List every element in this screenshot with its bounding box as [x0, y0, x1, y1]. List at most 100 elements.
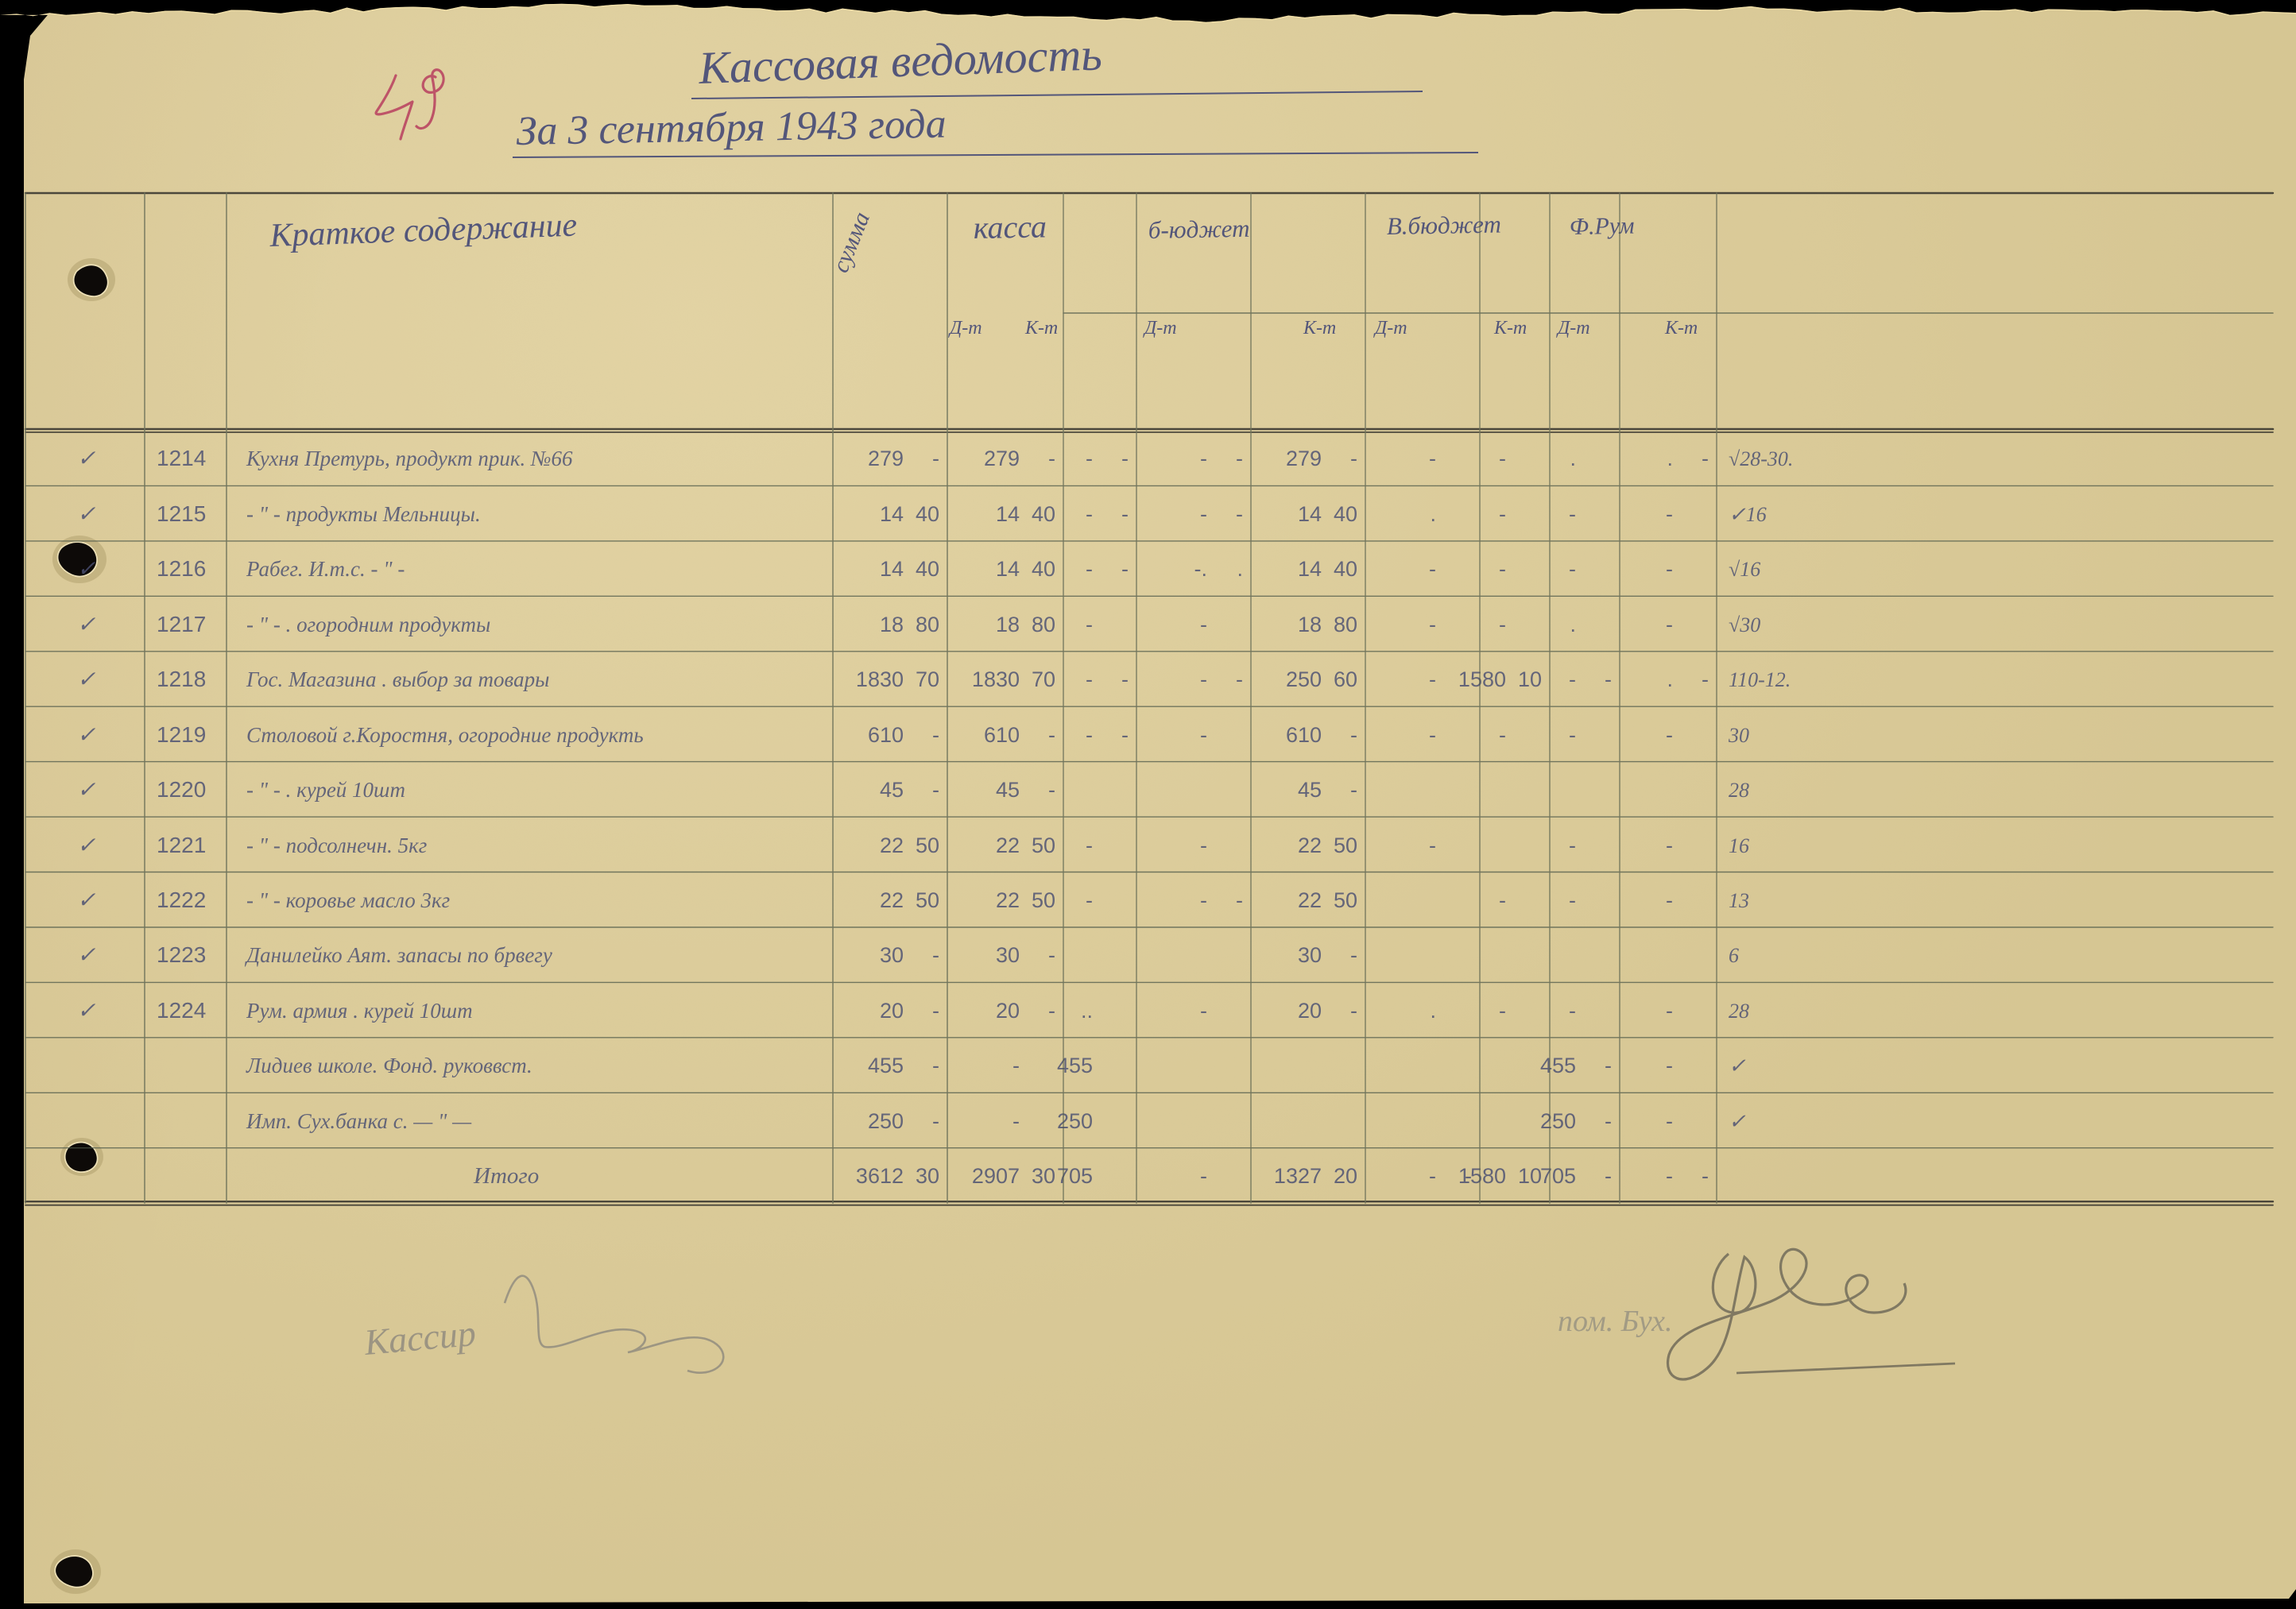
svg-text:-: - — [1200, 834, 1207, 857]
svg-text:250: 250 — [868, 1109, 904, 1133]
svg-text:-: - — [1048, 999, 1055, 1023]
svg-text:Гос. Магазина . выбор за товар: Гос. Магазина . выбор за товары — [246, 667, 549, 691]
svg-text:-: - — [1086, 447, 1093, 470]
svg-text:-: - — [932, 1109, 939, 1133]
svg-text:-: - — [1499, 613, 1506, 636]
svg-text:14: 14 — [880, 502, 904, 526]
svg-text:К-т: К-т — [1493, 318, 1527, 338]
svg-text:22: 22 — [880, 888, 904, 912]
svg-text:1327: 1327 — [1274, 1164, 1322, 1188]
svg-text:40: 40 — [916, 557, 939, 581]
svg-text:-: - — [1200, 1164, 1207, 1188]
svg-text:6: 6 — [1729, 944, 1739, 967]
svg-text:.: . — [1667, 667, 1673, 691]
svg-text:-: - — [1569, 557, 1576, 581]
svg-text:70: 70 — [916, 667, 939, 691]
svg-text:-: - — [1048, 447, 1055, 470]
svg-text:.: . — [1570, 447, 1576, 470]
svg-text:-: - — [1605, 1054, 1612, 1077]
svg-text:✓: ✓ — [77, 502, 96, 527]
svg-text:1218: 1218 — [157, 667, 206, 691]
svg-text:✓: ✓ — [77, 888, 96, 913]
svg-text:-: - — [1429, 557, 1436, 581]
svg-text:30: 30 — [996, 943, 1020, 967]
svg-text:705: 705 — [1540, 1164, 1576, 1188]
svg-text:14: 14 — [1298, 557, 1322, 581]
svg-text:-: - — [1200, 667, 1207, 691]
svg-text:80: 80 — [1334, 613, 1357, 636]
svg-text:10: 10 — [1518, 1164, 1542, 1188]
svg-text:б-юджет: б-юджет — [1148, 215, 1250, 244]
svg-text:22: 22 — [996, 834, 1020, 857]
svg-text:610: 610 — [984, 723, 1020, 747]
svg-text:-: - — [1236, 447, 1243, 470]
svg-text:✓: ✓ — [77, 667, 96, 692]
svg-text:28: 28 — [1729, 1000, 1749, 1023]
svg-text:-: - — [1605, 1109, 1612, 1133]
svg-text:1221: 1221 — [157, 833, 206, 857]
svg-text:Имп. Сух.банка с. — " —: Имп. Сух.банка с. — " — — [246, 1109, 472, 1133]
svg-text:√16: √16 — [1729, 558, 1760, 581]
svg-text:-: - — [932, 447, 939, 470]
svg-text:-: - — [1236, 502, 1243, 526]
svg-text:14: 14 — [996, 557, 1020, 581]
svg-text:-: - — [1086, 834, 1093, 857]
svg-text:18: 18 — [880, 613, 904, 636]
svg-text:50: 50 — [1334, 834, 1357, 857]
svg-text:.: . — [1667, 447, 1673, 470]
svg-text:-: - — [1350, 778, 1357, 802]
svg-text:В.бюджет: В.бюджет — [1387, 210, 1502, 240]
svg-text:20: 20 — [1298, 999, 1322, 1023]
svg-text:40: 40 — [1032, 502, 1055, 526]
svg-text:касса: касса — [973, 208, 1047, 246]
svg-text:✓: ✓ — [77, 999, 96, 1023]
svg-text:30: 30 — [1728, 724, 1749, 747]
svg-text:20: 20 — [880, 999, 904, 1023]
svg-text:-: - — [1429, 667, 1436, 691]
svg-text:- " - продукты Мельницы.: - " - продукты Мельницы. — [246, 502, 481, 526]
svg-text:-: - — [1666, 1109, 1673, 1133]
svg-text:20: 20 — [1334, 1164, 1357, 1188]
svg-text:-: - — [1702, 1164, 1709, 1188]
svg-text:- " - . огородним продукты: - " - . огородним продукты — [246, 613, 490, 636]
svg-text:Д-т: Д-т — [948, 318, 982, 338]
svg-text:50: 50 — [916, 834, 939, 857]
svg-text:40: 40 — [916, 502, 939, 526]
svg-text:-: - — [1121, 557, 1129, 581]
svg-text:-: - — [1048, 778, 1055, 802]
svg-text:22: 22 — [880, 834, 904, 857]
svg-text:-: - — [932, 723, 939, 747]
svg-text:пом. Бух.: пом. Бух. — [1558, 1305, 1673, 1338]
svg-text:-: - — [1121, 447, 1129, 470]
svg-text:610: 610 — [1286, 723, 1322, 747]
svg-text:-: - — [1429, 613, 1436, 636]
svg-text:-: - — [1200, 999, 1207, 1023]
svg-text:-: - — [1666, 613, 1673, 636]
svg-text:-: - — [1569, 888, 1576, 912]
svg-text:-: - — [932, 999, 939, 1023]
svg-text:45: 45 — [1298, 778, 1322, 802]
svg-text:-: - — [1350, 999, 1357, 1023]
svg-text:40: 40 — [1334, 502, 1357, 526]
svg-text:-: - — [1666, 888, 1673, 912]
svg-text:40: 40 — [1032, 557, 1055, 581]
svg-text:-: - — [1702, 667, 1709, 691]
svg-text:-: - — [1121, 502, 1129, 526]
svg-text:-: - — [932, 943, 939, 967]
svg-text:1217: 1217 — [157, 612, 206, 636]
svg-text:-: - — [1200, 447, 1207, 470]
svg-text:18: 18 — [1298, 613, 1322, 636]
svg-text:1830: 1830 — [972, 667, 1020, 691]
svg-text:1222: 1222 — [157, 888, 206, 912]
svg-text:50: 50 — [916, 888, 939, 912]
svg-text:2907: 2907 — [972, 1164, 1020, 1188]
svg-text:250: 250 — [1057, 1109, 1093, 1133]
svg-text:Рабег. И.т.с. - " -: Рабег. И.т.с. - " - — [246, 557, 405, 581]
svg-text:✓: ✓ — [77, 557, 96, 582]
svg-text:1216: 1216 — [157, 556, 206, 581]
svg-text:279: 279 — [1286, 447, 1322, 470]
svg-text:279: 279 — [868, 447, 904, 470]
svg-text:-: - — [1350, 447, 1357, 470]
svg-text:40: 40 — [1334, 557, 1357, 581]
svg-text:-.: -. — [1194, 557, 1208, 581]
